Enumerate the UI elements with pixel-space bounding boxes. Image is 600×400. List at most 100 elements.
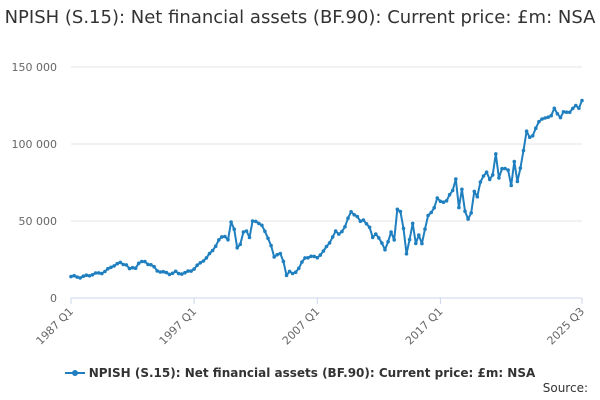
data-point bbox=[284, 273, 289, 278]
data-point bbox=[417, 233, 421, 237]
y-tick-label: 50 000 bbox=[19, 215, 58, 228]
data-point bbox=[432, 206, 437, 210]
data-point bbox=[300, 260, 304, 264]
series-layer bbox=[69, 98, 584, 280]
data-point bbox=[266, 236, 270, 241]
data-point bbox=[260, 223, 264, 228]
chart-title: NPISH (S.15): Net financial assets (BF.9… bbox=[4, 7, 596, 28]
data-point bbox=[333, 229, 338, 233]
data-point bbox=[152, 264, 156, 269]
data-point bbox=[469, 211, 474, 215]
data-point bbox=[524, 129, 529, 133]
data-point bbox=[337, 232, 341, 236]
data-point bbox=[297, 266, 301, 271]
data-point bbox=[149, 263, 153, 267]
data-point bbox=[460, 187, 464, 192]
x-tick-label: 1997 Q1 bbox=[157, 305, 200, 348]
data-point bbox=[374, 232, 378, 236]
data-point bbox=[506, 168, 510, 172]
data-point bbox=[509, 183, 513, 188]
data-point bbox=[210, 248, 215, 253]
data-point bbox=[183, 270, 187, 275]
data-point bbox=[180, 272, 184, 276]
legend[interactable]: NPISH (S.15): Net financial assets (BF.9… bbox=[0, 366, 600, 380]
data-point bbox=[407, 237, 412, 242]
data-point bbox=[263, 229, 267, 234]
data-point bbox=[207, 251, 212, 256]
data-point bbox=[349, 210, 353, 214]
data-point bbox=[170, 271, 175, 276]
data-point bbox=[370, 235, 375, 240]
data-point bbox=[75, 275, 79, 279]
data-point bbox=[367, 225, 372, 230]
data-point bbox=[161, 269, 166, 274]
data-point bbox=[386, 239, 390, 244]
data-point bbox=[87, 274, 92, 278]
data-point bbox=[229, 220, 233, 224]
data-point bbox=[389, 230, 393, 234]
data-point bbox=[109, 265, 113, 270]
data-point bbox=[244, 229, 249, 233]
data-point bbox=[555, 112, 560, 116]
data-point bbox=[81, 274, 86, 279]
data-point bbox=[500, 166, 504, 171]
data-point bbox=[195, 263, 199, 268]
data-point bbox=[383, 247, 387, 252]
data-point bbox=[250, 219, 255, 223]
data-point bbox=[343, 224, 347, 229]
series-line bbox=[70, 100, 583, 279]
data-point bbox=[450, 188, 455, 193]
data-point bbox=[466, 217, 470, 221]
x-axis: 1987 Q1 1997 Q1 2007 Q1 2017 Q1 2025 Q3 bbox=[34, 297, 587, 348]
data-point bbox=[527, 135, 532, 140]
data-point bbox=[90, 273, 95, 277]
data-point bbox=[140, 259, 144, 264]
data-point bbox=[201, 259, 206, 263]
data-point bbox=[136, 261, 141, 266]
data-point bbox=[146, 262, 150, 267]
data-point bbox=[398, 209, 403, 214]
data-point bbox=[315, 255, 320, 260]
x-tick-label: 2017 Q1 bbox=[403, 305, 446, 348]
data-point bbox=[395, 207, 400, 212]
data-point bbox=[327, 241, 332, 245]
data-point bbox=[414, 241, 418, 246]
data-point bbox=[72, 273, 76, 278]
legend-label: NPISH (S.15): Net financial assets (BF.9… bbox=[88, 366, 536, 380]
data-point bbox=[112, 264, 116, 268]
data-point bbox=[340, 229, 344, 234]
data-point bbox=[186, 269, 190, 273]
data-point bbox=[220, 235, 224, 239]
data-point bbox=[309, 254, 313, 259]
data-point bbox=[232, 227, 236, 231]
x-tick-label: 1987 Q1 bbox=[34, 305, 77, 348]
data-point bbox=[247, 235, 252, 240]
data-point bbox=[549, 113, 553, 118]
data-point bbox=[420, 241, 424, 246]
data-point bbox=[69, 274, 73, 279]
data-point bbox=[472, 189, 477, 194]
data-point bbox=[512, 159, 517, 164]
data-point bbox=[404, 252, 409, 256]
data-point bbox=[580, 98, 584, 103]
data-point bbox=[515, 179, 520, 184]
data-point bbox=[235, 246, 239, 250]
data-point bbox=[358, 219, 363, 223]
data-point bbox=[312, 254, 317, 259]
data-point bbox=[577, 106, 581, 110]
data-point bbox=[377, 236, 381, 240]
data-point bbox=[143, 259, 147, 264]
data-point bbox=[355, 214, 360, 219]
data-point bbox=[253, 219, 258, 224]
data-point bbox=[272, 255, 277, 259]
data-point bbox=[571, 106, 575, 111]
data-point bbox=[463, 209, 467, 213]
data-point bbox=[103, 269, 107, 274]
data-point bbox=[290, 271, 295, 276]
data-point bbox=[521, 148, 526, 153]
data-point bbox=[192, 267, 196, 271]
data-point bbox=[213, 244, 218, 248]
data-point bbox=[438, 199, 443, 204]
data-point bbox=[426, 213, 430, 218]
